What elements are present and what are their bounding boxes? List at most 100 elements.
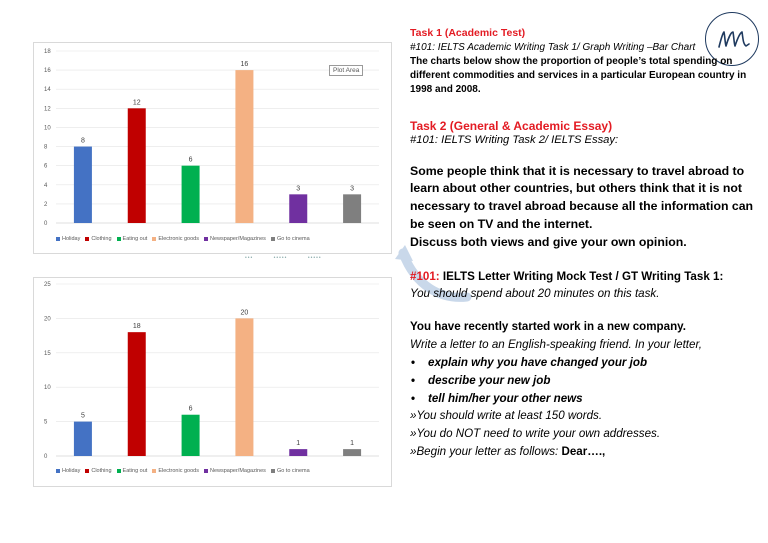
data-label: 12	[133, 99, 141, 106]
legend-item: Holiday	[56, 468, 80, 474]
legend-label: Newspaper/Magazines	[209, 236, 266, 242]
data-label: 1	[350, 440, 354, 447]
y-tick-label: 20	[44, 316, 51, 322]
data-label: 6	[189, 157, 193, 164]
tasks-text-panel: Task 1 (Academic Test) #101: IELTS Acade…	[410, 26, 755, 461]
legend-item: Electronic goods	[152, 468, 199, 474]
task2-subtitle: #101: IELTS Writing Task 2/ IELTS Essay:	[410, 134, 619, 146]
chart-2008-legend: Holiday Clothing Eating out Electronic good…	[56, 468, 310, 474]
bar-chart-1998: 0 2 4 6 8 10 12 14 16 18 8 12 6 16 3 3 Plot Area Holida…	[33, 42, 392, 254]
letter-note: »You should write at least 150 words.	[410, 409, 603, 423]
bar-newspaper-magazines	[289, 449, 308, 456]
bar-holiday	[73, 421, 92, 456]
letter-bullet: describe your new job	[411, 372, 755, 390]
legend-item: Clothing	[85, 468, 112, 474]
legend-swatch	[203, 237, 208, 241]
data-label: 18	[133, 323, 141, 330]
task1-heading: Task 1 (Academic Test)	[410, 27, 526, 39]
legend-item: Holiday	[56, 236, 80, 242]
data-label: 3	[296, 185, 300, 192]
letter-situation: You have recently started work in a new …	[410, 320, 686, 334]
y-tick-label: 6	[44, 164, 48, 170]
legend-label: Holiday	[62, 468, 81, 474]
task3-time-note: You should spend about 20 minutes on thi…	[410, 286, 660, 300]
y-tick-label: 5	[44, 420, 48, 426]
legend-label: Clothing	[91, 468, 112, 474]
letter-bullet-list: explain why you have changed your job de…	[410, 354, 755, 407]
legend-swatch	[56, 469, 60, 473]
bar-holiday	[73, 146, 92, 223]
data-label: 1	[296, 440, 300, 447]
legend-label: Go to cinema	[276, 468, 310, 474]
legend-label: Electronic goods	[158, 468, 199, 474]
y-tick-label: 25	[44, 282, 51, 288]
y-tick-label: 15	[44, 351, 51, 357]
legend-swatch	[116, 469, 121, 473]
resize-handle[interactable]: •••••	[307, 255, 322, 261]
y-tick-label: 0	[44, 454, 48, 460]
legend-label: Newspaper/Magazines	[209, 468, 266, 474]
essay-prompt: Some people think that it is necessary t…	[410, 163, 754, 231]
legend-item: Clothing	[85, 236, 112, 242]
legend-swatch	[85, 237, 90, 241]
bar-clothing	[127, 332, 146, 456]
y-tick-label: 16	[44, 68, 51, 74]
legend-swatch	[116, 237, 121, 241]
signature-m-logo-icon	[718, 31, 750, 48]
legend-label: Eating out	[122, 468, 148, 474]
bar-eating-out	[181, 165, 200, 223]
task3-number: #101:	[410, 270, 440, 284]
chart-resize-handles[interactable]: ••• ••••• •••••	[245, 255, 340, 261]
letter-bullet: tell him/her your other news	[411, 390, 755, 408]
task1-description: The charts below show the proportion of …	[410, 55, 747, 95]
bar-eating-out	[181, 414, 200, 456]
legend-item: Eating out	[116, 468, 148, 474]
data-label: 3	[350, 185, 354, 192]
essay-instruction: Discuss both views and give your own opi…	[410, 234, 687, 249]
y-tick-label: 8	[44, 145, 48, 151]
data-label: 20	[241, 309, 249, 316]
chart-1998-svg: 0 2 4 6 8 10 12 14 16 18 8 12 6 16 3 3	[44, 49, 379, 227]
legend-swatch	[152, 237, 157, 241]
y-tick-label: 0	[44, 221, 48, 227]
legend-swatch	[152, 469, 157, 473]
legend-swatch	[270, 469, 275, 473]
bar-newspaper-magazines	[289, 194, 308, 223]
essay-prompt-block: Some people think that it is necessary t…	[410, 163, 755, 252]
legend-label: Clothing	[91, 236, 112, 242]
plot-area-label: Plot Area	[329, 65, 364, 76]
legend-swatch	[270, 237, 275, 241]
task2-heading: Task 2 (General & Academic Essay)	[410, 118, 613, 133]
bar-electronic-goods	[235, 70, 254, 223]
task3-heading: IELTS Letter Writing Mock Test / GT Writ…	[439, 270, 724, 284]
y-tick-label: 10	[44, 125, 51, 131]
letter-instruction: Write a letter to an English-speaking fr…	[410, 338, 702, 352]
data-label: 6	[189, 406, 193, 413]
legend-item: Newspaper/Magazines	[203, 468, 266, 474]
y-tick-label: 10	[44, 385, 51, 391]
legend-swatch	[203, 469, 208, 473]
legend-item: Newspaper/Magazines	[203, 236, 266, 242]
bar-go-to-cinema	[343, 194, 362, 223]
data-label: 5	[81, 413, 85, 420]
resize-handle[interactable]: •••••	[273, 255, 288, 261]
y-tick-label: 14	[44, 87, 51, 93]
legend-label: Go to cinema	[276, 236, 310, 242]
letter-task-block: You have recently started work in a new …	[410, 318, 755, 460]
letter-begin-line: »Begin your letter as follows: Dear….,	[410, 443, 755, 461]
legend-item: Electronic goods	[152, 236, 199, 242]
y-tick-label: 18	[44, 49, 51, 55]
legend-label: Eating out	[122, 236, 148, 242]
legend-label: Holiday	[62, 236, 81, 242]
data-label: 8	[81, 138, 85, 145]
letter-note: »You do NOT need to write your own addre…	[410, 427, 661, 441]
curved-arrow-icon	[395, 245, 472, 302]
letter-salutation: Dear….,	[561, 445, 606, 459]
task3-heading-block: #101: IELTS Letter Writing Mock Test / G…	[410, 269, 755, 302]
bar-chart-2008: 0 5 10 15 20 25 5 18 6 20 1 1 Holiday Clothing Eating…	[33, 277, 392, 487]
resize-handle[interactable]: •••	[245, 255, 254, 261]
y-tick-label: 12	[44, 106, 51, 112]
legend-swatch	[56, 237, 60, 241]
bar-electronic-goods	[235, 318, 254, 456]
y-tick-label: 2	[44, 202, 48, 208]
